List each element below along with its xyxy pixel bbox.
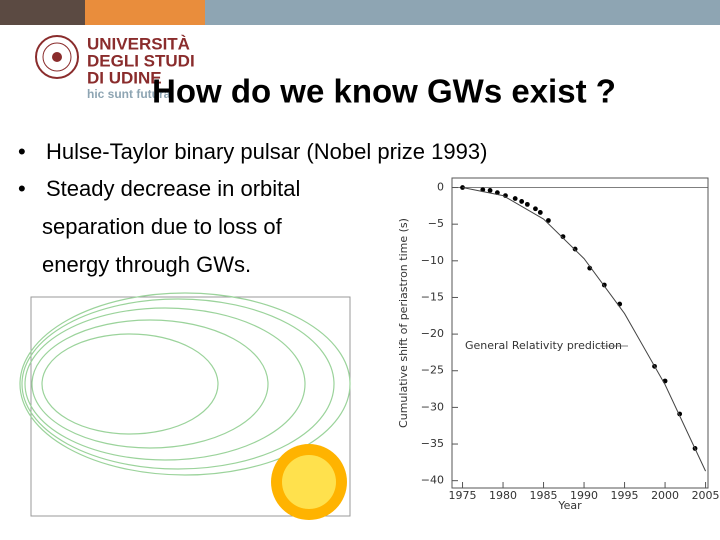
data-point [487,188,493,193]
logo-text: DEGLI STUDI [87,51,195,70]
data-point [519,199,525,204]
y-tick-label: −20 [421,327,444,340]
x-tick-label: 1980 [489,489,517,502]
annotation: General Relativity prediction [465,339,622,352]
top-bar [205,0,720,25]
x-axis-label: Year [557,499,582,512]
top-bar [85,0,205,25]
motto: hic sunt futura [87,87,171,101]
y-tick-label: −15 [421,290,444,303]
logo [35,35,79,79]
y-tick-label: 0 [437,181,444,194]
x-tick-label: 1995 [611,489,639,502]
y-tick-label: −10 [421,254,444,267]
data-point [524,201,530,207]
x-tick-label: 1990 [570,489,598,502]
orbit-figure [19,292,351,520]
top-bar [0,0,85,25]
x-tick-label: 2005 [692,489,720,502]
y-axis-label: Cumulative shift of periastron time (s) [397,218,410,428]
logo-text: UNIVERSITÀ [87,34,190,53]
data-point [587,265,593,271]
bullet-text: separation due to loss of [42,214,283,239]
slide-title: How do we know GWs exist ? [152,73,616,110]
x-tick-label: 1985 [530,489,558,502]
x-tick-label: 1975 [449,489,477,502]
data-point [533,206,538,212]
y-tick-label: −25 [421,364,444,377]
data-point [512,196,518,201]
y-tick-label: −30 [421,400,444,413]
data-point [537,210,543,215]
data-point [560,234,566,240]
bullet-text: Hulse-Taylor binary pulsar (Nobel prize … [46,139,487,164]
bullet-text: energy through GWs. [42,252,251,277]
x-tick-label: 2000 [651,489,679,502]
prediction-curve [462,187,707,472]
data-point [572,246,578,252]
bullet-marker: • [18,176,26,201]
bullet-text: Steady decrease in orbital [46,176,300,201]
plot-frame [451,177,709,489]
y-tick-label: −35 [421,437,444,450]
y-tick-label: −5 [428,217,444,230]
y-tick-label: −40 [421,474,444,487]
data-point [546,218,551,223]
logo-text: DI UDINE [87,68,162,87]
bullet-marker: • [18,139,26,164]
